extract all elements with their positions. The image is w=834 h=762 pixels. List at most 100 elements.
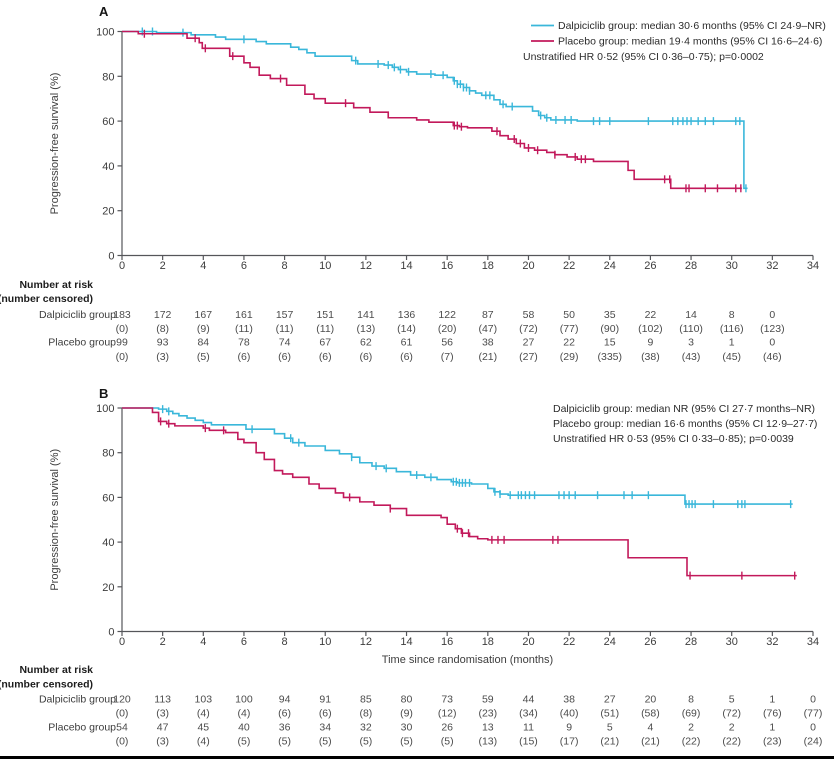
risk-table: Number at risk (number censored) Dalpicicl… [0,279,785,363]
risk-cell-censored: (72) [722,708,741,720]
risk-cell-at-risk: 5 [607,722,613,734]
risk-cell-at-risk: 30 [401,722,413,734]
risk-cell-at-risk: 0 [810,694,816,706]
x-tick-label: 24 [604,260,616,272]
risk-cell-censored: (0) [116,323,129,335]
risk-cell-at-risk: 22 [645,309,657,321]
x-tick-label: 32 [766,260,778,272]
risk-cell-censored: (77) [804,708,823,720]
x-tick-label: 8 [282,636,288,648]
x-tick-label: 30 [726,636,738,648]
risk-cell-censored: (45) [722,351,741,363]
risk-cell-censored: (21) [600,736,619,748]
y-axis-title: Progression-free survival (%) [49,449,61,591]
risk-cell-at-risk: 100 [235,694,253,706]
risk-cell-at-risk: 20 [645,694,657,706]
risk-cell-censored: (6) [319,708,332,720]
risk-cell-at-risk: 80 [401,694,413,706]
risk-cell-at-risk: 40 [238,722,250,734]
risk-cell-censored: (11) [316,323,334,335]
x-axis-ticks: 0 2 4 6 8 10 12 14 16 18 20 22 24 26 28 30 32 34 [119,631,819,648]
x-tick-label: 8 [282,260,288,272]
risk-cell-censored: (3) [156,708,169,720]
risk-cell-censored: (23) [763,736,782,748]
risk-cell-censored: (46) [763,351,782,363]
x-axis-title: Time since randomisation (months) [382,654,553,666]
risk-cell-censored: (22) [722,736,741,748]
risk-cell-at-risk: 84 [197,337,209,349]
x-tick-label: 32 [766,636,778,648]
risk-table-header: Number at risk [19,664,93,676]
x-tick-label: 24 [604,636,616,648]
risk-cell-at-risk: 15 [604,337,616,349]
curve-dalpiciclib [122,30,748,190]
risk-row-placebo: Placebo group 99(0)93(3)84(5)78(6)74(6)67… [48,337,781,364]
risk-cell-censored: (6) [319,351,332,363]
x-tick-label: 6 [241,636,247,648]
risk-cell-at-risk: 157 [276,309,294,321]
risk-cell-censored: (6) [278,708,291,720]
x-tick-label: 14 [400,636,412,648]
x-tick-label: 12 [360,260,372,272]
risk-cell-censored: (90) [600,323,619,335]
x-tick-label: 28 [685,260,697,272]
risk-cell-censored: (102) [638,323,663,335]
risk-cell-at-risk: 14 [685,309,697,321]
risk-cell-censored: (12) [438,708,457,720]
risk-cell-censored: (7) [441,351,454,363]
risk-cell-censored: (51) [600,708,619,720]
risk-cell-at-risk: 2 [688,722,694,734]
risk-cell-at-risk: 167 [195,309,213,321]
risk-cell-censored: (4) [238,708,251,720]
panel-label-A: A [99,4,109,19]
x-tick-label: 34 [807,636,819,648]
y-tick-label: 0 [108,251,114,263]
risk-cell-censored: (20) [438,323,457,335]
x-tick-label: 0 [119,636,125,648]
x-tick-label: 4 [200,260,206,272]
risk-cell-at-risk: 73 [441,694,453,706]
risk-cell-at-risk: 2 [729,722,735,734]
x-tick-label: 30 [726,260,738,272]
risk-cell-censored: (21) [478,351,497,363]
risk-cell-at-risk: 113 [154,694,171,706]
censor-ticks-placebo [143,29,742,193]
risk-cell-at-risk: 5 [729,694,735,706]
y-tick-label: 80 [102,71,114,83]
risk-cell-at-risk: 99 [116,337,128,349]
risk-cell-at-risk: 151 [316,309,334,321]
risk-cell-censored: (6) [359,351,372,363]
risk-cell-censored: (15) [519,736,538,748]
risk-table-header: (number censored) [0,293,93,305]
risk-row-label: Placebo group [48,722,116,734]
legend-item-label: Dalpiciclib group: median NR (95% CI 27·… [553,403,815,415]
risk-cell-at-risk: 8 [729,309,735,321]
risk-cell-censored: (22) [682,736,701,748]
risk-row-dalpiciclib: Dalpiciclib group120(0)113(3)103(4)100(4… [39,694,822,720]
risk-cell-at-risk: 78 [238,337,250,349]
risk-cell-at-risk: 161 [235,309,253,321]
risk-row-label: Dalpiciclib group [39,694,116,706]
risk-table-header: Number at risk [19,279,93,291]
risk-cell-censored: (8) [359,708,372,720]
risk-cell-censored: (6) [238,351,251,363]
risk-cell-censored: (5) [359,736,372,748]
x-tick-label: 2 [160,260,166,272]
risk-cell-at-risk: 38 [482,337,494,349]
risk-cell-at-risk: 4 [647,722,653,734]
risk-cell-censored: (5) [238,736,251,748]
risk-cell-censored: (335) [598,351,623,363]
x-tick-label: 18 [482,636,494,648]
risk-cell-at-risk: 47 [157,722,169,734]
risk-cell-at-risk: 50 [563,309,575,321]
risk-cell-at-risk: 74 [279,337,291,349]
risk-row-label: Dalpiciclib group [39,309,116,321]
risk-cell-at-risk: 27 [604,694,616,706]
risk-cell-at-risk: 0 [769,309,775,321]
axes [121,408,813,633]
risk-cell-at-risk: 1 [769,722,775,734]
risk-cell-at-risk: 35 [604,309,616,321]
risk-cell-at-risk: 9 [647,337,653,349]
legend-item-label: Dalpiciclib group: median 30·6 months (9… [558,20,826,32]
